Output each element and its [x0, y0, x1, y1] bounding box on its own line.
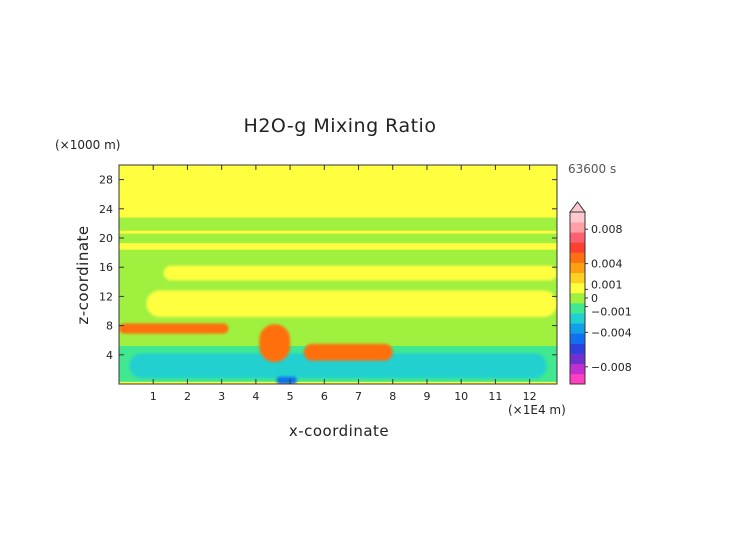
heatmap-region-2: [119, 230, 557, 234]
x-axis-label: x-coordinate: [288, 422, 390, 440]
time-label: 63600 s: [568, 162, 617, 176]
colorbar-swatch-4: [570, 333, 585, 344]
x-tick-label-9: 10: [454, 390, 468, 403]
x-tick-label-11: 12: [523, 390, 537, 403]
colorbar-swatch-8: [570, 292, 585, 304]
colorbar-swatch-16: [570, 212, 585, 223]
colorbar-swatch-3: [570, 343, 585, 354]
colorbar-swatch-7: [570, 303, 585, 314]
colorbar-label-6: −0.008: [591, 361, 632, 374]
colorbar-swatch-0: [570, 373, 585, 385]
x-tick-label-4: 5: [287, 390, 294, 403]
heatmap-region-8: [119, 323, 229, 334]
y-unit-label: (×1000 m): [55, 138, 121, 152]
colorbar-swatch-14: [570, 232, 585, 243]
x-tick-label-2: 3: [218, 390, 225, 403]
colorbar-label-2: 0.001: [591, 278, 623, 291]
plot-frame: [118, 164, 558, 385]
y-axis: 4 8 12 16 20 24 28: [99, 174, 557, 362]
colorbar-swatch-9: [570, 282, 585, 294]
colorbar-swatch-5: [570, 323, 585, 334]
x-tick-label-0: 1: [150, 390, 157, 403]
heatmap-region-9: [259, 324, 291, 363]
x-tick-label-1: 2: [184, 390, 191, 403]
y-axis-label: z-coordinate: [74, 225, 92, 325]
heatmap-region-10: [303, 343, 393, 361]
colorbar-label-1: 0.004: [591, 258, 623, 271]
x-tick-label-7: 8: [389, 390, 396, 403]
heatmap-region-1: [119, 217, 557, 244]
y-tick-label-1: 8: [106, 320, 113, 333]
x-axis: 1 2 3 4 5 6 7 8 9 10 11 12: [150, 165, 537, 403]
x-tick-label-5: 6: [321, 390, 328, 403]
colorbar-swatch-2: [570, 353, 585, 365]
heatmap-field: [119, 165, 557, 384]
colorbar-label-0: 0.008: [591, 223, 623, 236]
x-tick-label-6: 7: [355, 390, 362, 403]
y-tick-label-5: 24: [99, 203, 113, 216]
heatmap-region-11: [276, 376, 297, 384]
colorbar-swatch-12: [570, 252, 585, 263]
colorbar-swatch-1: [570, 363, 585, 375]
heatmap-region-4: [163, 265, 557, 281]
x-unit-label: (×1E4 m): [508, 403, 566, 417]
colorbar-swatch-15: [570, 222, 585, 233]
heatmap-region-5: [146, 290, 557, 317]
colorbar-arrow: [569, 201, 586, 213]
colorbar-swatch-11: [570, 262, 585, 274]
y-tick-label-2: 12: [99, 290, 113, 303]
colorbar-label-5: −0.004: [591, 326, 632, 339]
y-tick-label-6: 28: [99, 174, 113, 187]
y-tick-label-0: 4: [106, 349, 113, 362]
colorbar-label-4: −0.001: [591, 306, 632, 319]
x-tick-label-10: 11: [488, 390, 502, 403]
y-tick-label-3: 16: [99, 261, 113, 274]
y-tick-label-4: 20: [99, 232, 113, 245]
x-tick-label-3: 4: [252, 390, 259, 403]
x-tick-label-8: 9: [423, 390, 430, 403]
colorbar-swatch-6: [570, 313, 585, 324]
colorbar-swatch-10: [570, 272, 585, 284]
colorbar-label-3: 0: [591, 292, 598, 305]
chart-title: H2O-g Mixing Ratio: [243, 115, 437, 137]
colorbar-swatch-13: [570, 242, 585, 253]
heatmap-region-7: [129, 353, 547, 379]
